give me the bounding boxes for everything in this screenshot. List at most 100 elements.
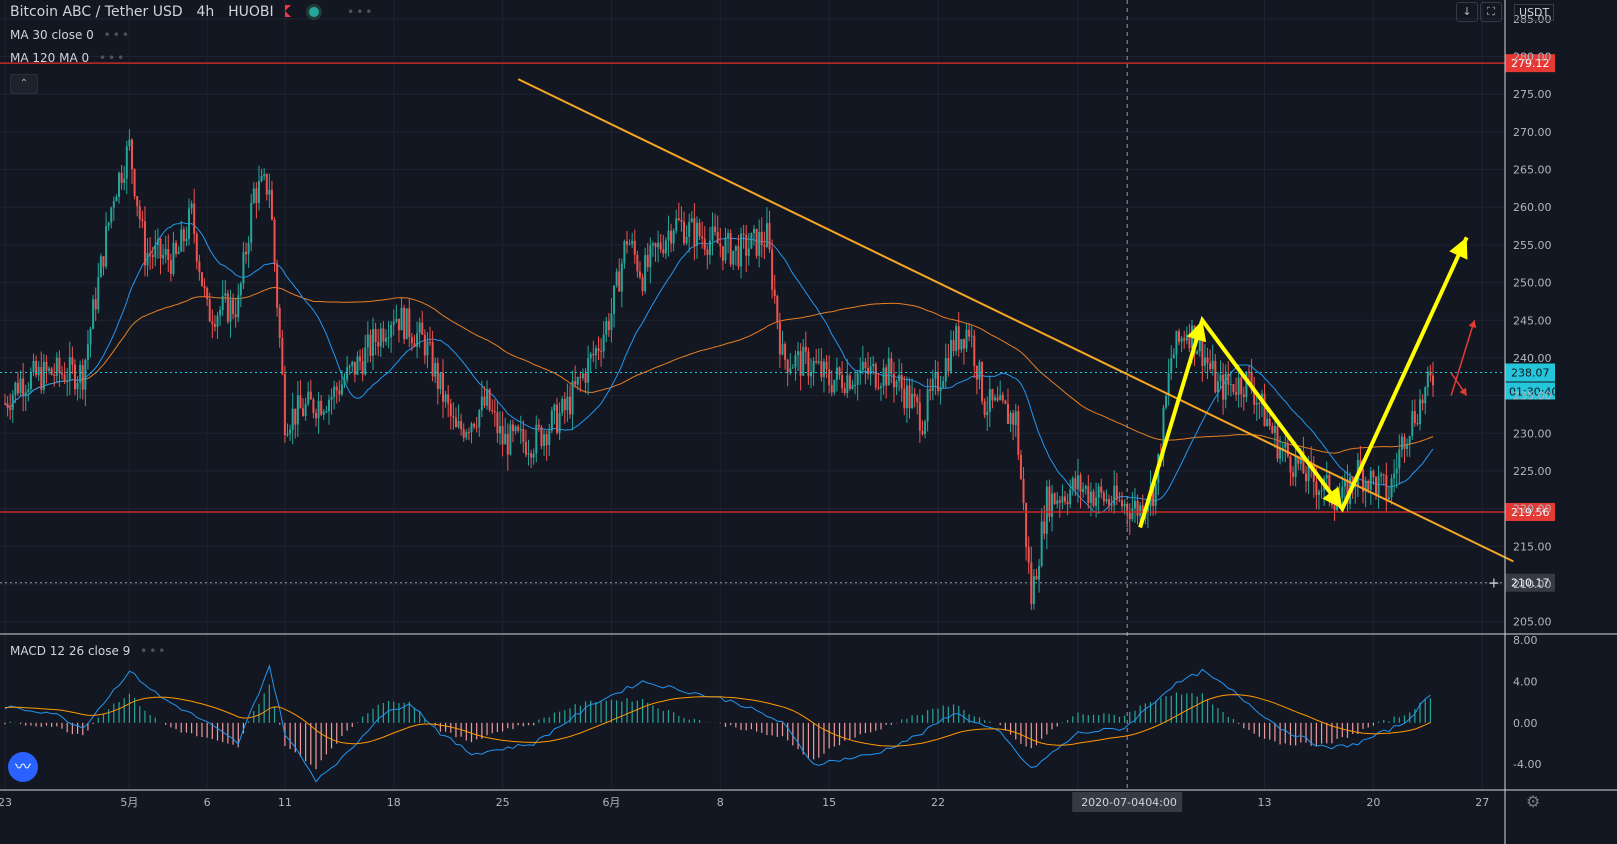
candle-body [864, 361, 867, 368]
interval-label[interactable]: 4h [196, 4, 215, 20]
candle-body [750, 233, 753, 249]
candle-body [444, 394, 447, 402]
settings-icon[interactable]: ⚙ [1526, 792, 1541, 811]
fullscreen-icon[interactable]: ⛶ [1480, 2, 1502, 22]
download-icon[interactable]: ↓ [1456, 2, 1478, 22]
candle-body [664, 240, 667, 254]
candle-body [856, 373, 859, 385]
candle-body [1320, 490, 1323, 492]
candle-body [892, 373, 895, 388]
candle-body [387, 337, 390, 339]
candle-body [981, 362, 984, 402]
yellow-arrowhead [1187, 320, 1207, 343]
candle-body [587, 358, 590, 383]
candle-body [1328, 474, 1331, 500]
candle-body [146, 253, 149, 266]
candle-body [504, 433, 507, 445]
candle-body [1058, 500, 1061, 503]
candle-body [794, 355, 797, 368]
candle-body [423, 334, 426, 356]
candle-body [973, 335, 976, 367]
candle-body [79, 364, 82, 383]
candle-body [491, 410, 494, 412]
candle-body [335, 386, 338, 391]
more-dots[interactable]: ••• [347, 5, 375, 19]
collapse-icon[interactable]: ⌃ [10, 74, 38, 94]
candle-body [125, 146, 128, 179]
candle-body [343, 380, 346, 385]
candle-body [1211, 360, 1214, 369]
candle-body [281, 338, 284, 374]
candle-body [81, 364, 84, 390]
ma120-legend[interactable]: MA 120 MA 0 ••• [10, 51, 126, 65]
macd-legend[interactable]: MACD 12 26 close 9 ••• [10, 644, 167, 658]
y-tick-label: 280.00 [1513, 51, 1552, 64]
ma30-dots[interactable]: ••• [103, 28, 131, 42]
candle-body [1333, 504, 1336, 511]
y-tick-label: 220.00 [1513, 503, 1552, 516]
candle-body [957, 326, 960, 350]
candle-body [208, 299, 211, 322]
candle-body [903, 388, 906, 409]
candle-body [962, 339, 965, 349]
candle-body [252, 188, 255, 203]
candle-body [296, 395, 299, 425]
candle-body [530, 453, 533, 458]
candle-body [1359, 459, 1362, 469]
candle-body [921, 430, 924, 434]
tradingview-logo-icon[interactable]: 〰 [8, 752, 38, 782]
candle-body [390, 325, 393, 338]
candle-body [1082, 488, 1085, 492]
candle-body [1305, 473, 1308, 482]
candle-body [1095, 497, 1098, 506]
crosshair-time-label: 04:00 [1145, 796, 1177, 809]
candle-body [1092, 491, 1095, 506]
candle-body [833, 379, 836, 393]
candle-body [636, 254, 639, 272]
ma120-series [4, 286, 1434, 454]
candle-body [1372, 470, 1375, 478]
candle-body [1343, 479, 1346, 487]
candle-body [27, 389, 30, 393]
candle-body [247, 242, 250, 255]
candle-body [898, 374, 901, 382]
candle-body [1074, 478, 1077, 490]
candle-body [626, 241, 628, 245]
candle-body [537, 424, 540, 427]
candle-body [159, 238, 162, 259]
candle-body [11, 394, 14, 410]
candle-body [511, 424, 514, 432]
candle-body [755, 228, 758, 256]
candle-body [465, 431, 468, 438]
ma120-dots[interactable]: ••• [98, 51, 127, 65]
candle-body [924, 421, 927, 434]
candle-body [1100, 486, 1103, 493]
candle-body [270, 189, 273, 220]
ma30-legend[interactable]: MA 30 close 0 ••• [10, 28, 131, 42]
candle-body [1118, 500, 1121, 502]
candle-body [1390, 478, 1393, 498]
flag-icon[interactable] [285, 5, 292, 17]
red-arrow-line [1450, 320, 1476, 396]
candle-body [991, 389, 994, 401]
candle-body [854, 384, 857, 386]
candle-body [418, 322, 421, 334]
candle-body [408, 308, 411, 338]
candle-body [960, 339, 963, 350]
candle-body [377, 342, 380, 347]
candle-body [838, 367, 841, 376]
candle-body [177, 251, 180, 254]
candle-body [1038, 566, 1041, 580]
candle-body [1377, 476, 1380, 496]
candle-body [942, 381, 945, 388]
candle-body [872, 364, 875, 367]
candle-body [514, 426, 517, 432]
candle-body [729, 232, 732, 265]
candle-body [307, 391, 310, 404]
candle-body [66, 380, 69, 382]
candle-body [926, 389, 929, 422]
candle-body [169, 259, 172, 274]
macd-dots[interactable]: ••• [140, 644, 168, 658]
candle-body [1279, 449, 1282, 459]
